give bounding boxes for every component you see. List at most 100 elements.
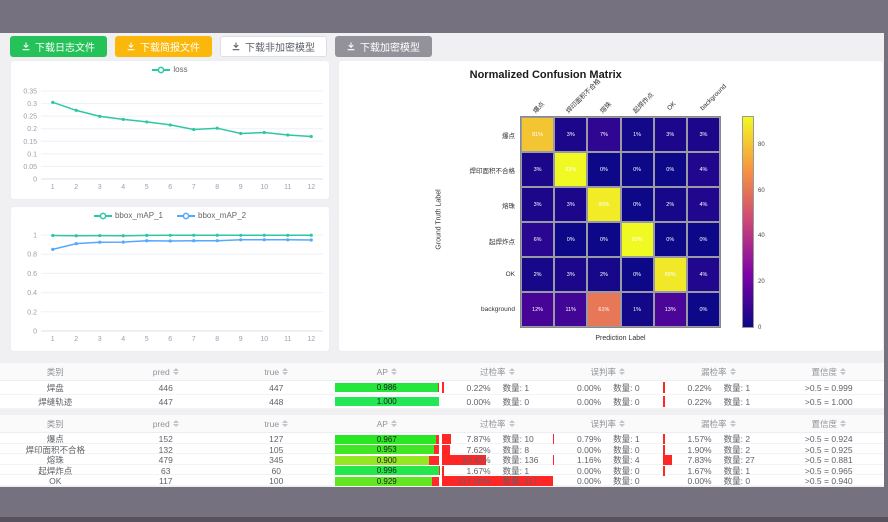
sort-caret-icon[interactable] bbox=[172, 368, 179, 375]
matrix-cell: 11% bbox=[554, 292, 588, 327]
download-plain-model-button[interactable]: 下载非加密模型 bbox=[220, 36, 327, 57]
sort-caret-icon[interactable] bbox=[508, 420, 515, 427]
rate-count: 数量: 2 bbox=[723, 444, 751, 455]
sort-caret-icon[interactable] bbox=[619, 420, 625, 427]
pred-cell: 479 bbox=[158, 455, 173, 466]
rate-bar bbox=[663, 444, 666, 455]
ap-cell: 0.967 bbox=[332, 434, 443, 444]
miss-rate-cell: 1.67% 数量: 1 bbox=[663, 465, 774, 477]
download-report-button[interactable]: 下载简报文件 bbox=[115, 36, 212, 57]
matrix-cell: 3% bbox=[653, 117, 687, 152]
sort-caret-icon[interactable] bbox=[508, 368, 515, 375]
rate-count: 数量: 27 bbox=[723, 455, 755, 466]
sort-caret-icon[interactable] bbox=[619, 368, 625, 375]
column-header-class: 类别 bbox=[0, 363, 111, 380]
class-label-cell: 焊缝轨迹 bbox=[38, 396, 73, 407]
legend-item[interactable]: bbox_mAP_1 bbox=[93, 211, 163, 220]
legend-item[interactable]: bbox_mAP_2 bbox=[177, 211, 246, 220]
rate-count: 数量: 1 bbox=[723, 465, 751, 476]
confusion-matrix-card: Normalized Confusion Matrix Ground Truth… bbox=[338, 60, 884, 352]
rate-percent: 1.57% bbox=[687, 434, 712, 444]
loss-chart-legend: loss bbox=[11, 65, 329, 74]
matrix-cell: 13% bbox=[653, 292, 687, 327]
matrix-cell: 4% bbox=[686, 187, 720, 222]
svg-text:6: 6 bbox=[168, 184, 172, 191]
confidence-cell: >0.5 = 1.000 bbox=[804, 396, 853, 407]
pred-cell: 132 bbox=[158, 444, 173, 455]
svg-text:0.4: 0.4 bbox=[27, 290, 37, 297]
rate-bar bbox=[552, 455, 554, 466]
confidence-cell: >0.5 = 0.924 bbox=[804, 434, 853, 444]
rate-bar bbox=[442, 434, 451, 444]
matrix-cell: 1% bbox=[620, 292, 654, 327]
column-header-true[interactable]: true bbox=[221, 415, 332, 432]
ap-bar-green bbox=[334, 476, 432, 486]
class-label-cell: 焊印面积不合格 bbox=[25, 444, 85, 455]
matrix-cell: 0% bbox=[686, 292, 720, 327]
misjudge-rate-cell: 0.00% 数量: 0 bbox=[553, 475, 664, 487]
column-header-误判率[interactable]: 误判率 bbox=[553, 415, 664, 432]
download-encrypted-model-button[interactable]: 下载加密模型 bbox=[335, 36, 432, 57]
matrix-cell: 2% bbox=[587, 257, 621, 292]
sort-caret-icon[interactable] bbox=[390, 420, 397, 427]
bottom-band bbox=[0, 487, 888, 522]
sort-caret-icon[interactable] bbox=[729, 368, 736, 375]
colorbar-tick: 80 bbox=[758, 142, 765, 149]
matrix-cell: 0% bbox=[686, 222, 720, 257]
miss-rate-cell: 0.22% 数量: 1 bbox=[663, 381, 774, 394]
matrix-cell: 3% bbox=[554, 187, 588, 222]
sort-caret-icon[interactable] bbox=[172, 420, 179, 427]
rate-count: 数量: 0 bbox=[613, 382, 640, 393]
column-header-pred[interactable]: pred bbox=[111, 363, 222, 380]
confidence-cell: >0.5 = 0.999 bbox=[804, 382, 853, 393]
sort-caret-icon[interactable] bbox=[840, 420, 846, 427]
svg-text:2: 2 bbox=[74, 336, 78, 343]
matrix-cell: 3% bbox=[521, 152, 555, 187]
column-header-过检率[interactable]: 过检率 bbox=[442, 415, 553, 432]
matrix-cell: 0% bbox=[653, 152, 687, 187]
matrix-cell: 3% bbox=[554, 257, 588, 292]
map-chart: 00.20.40.60.811 2 3 4 5 6 7 8 9 10 11 12 bbox=[27, 233, 323, 343]
column-header-label: 过检率 bbox=[479, 366, 506, 377]
column-header-true[interactable]: true bbox=[221, 363, 332, 380]
download-log-button[interactable]: 下载日志文件 bbox=[10, 36, 107, 57]
legend-item[interactable]: loss bbox=[152, 65, 188, 74]
ap-bar-red bbox=[431, 476, 439, 486]
column-header-误判率[interactable]: 误判率 bbox=[553, 363, 664, 380]
svg-text:9: 9 bbox=[239, 184, 243, 191]
matrix-cell: 1% bbox=[620, 117, 654, 152]
sort-caret-icon[interactable] bbox=[282, 368, 289, 375]
matrix-column-label: 爆点 bbox=[531, 100, 546, 115]
column-header-置信度[interactable]: 置信度 bbox=[774, 415, 885, 432]
rate-percent: 0.00% bbox=[577, 476, 602, 487]
column-header-AP[interactable]: AP bbox=[332, 363, 443, 380]
column-header-漏检率[interactable]: 漏检率 bbox=[663, 363, 774, 380]
rate-bar bbox=[663, 465, 665, 476]
svg-text:1: 1 bbox=[51, 336, 55, 343]
rate-bar bbox=[442, 444, 451, 455]
ap-bar-red bbox=[437, 383, 439, 392]
column-header-pred[interactable]: pred bbox=[111, 415, 222, 432]
column-header-AP[interactable]: AP bbox=[332, 415, 443, 432]
table-row: 焊盘 446 447 0.986 0.22% 数量: 1 0.00% 数量: 0 0.22% 数量… bbox=[0, 381, 884, 395]
column-header-置信度[interactable]: 置信度 bbox=[774, 363, 885, 380]
matrix-cell: 0% bbox=[554, 222, 588, 257]
misjudge-rate-cell: 0.00% 数量: 0 bbox=[553, 465, 664, 477]
defect-metrics-table: 类别 pred true AP 过检率 误判率 漏检率 置信度 爆点 152 127 0.967 7.8… bbox=[0, 415, 885, 487]
column-header-漏检率[interactable]: 漏检率 bbox=[663, 415, 774, 432]
rate-count: 数量: 1 bbox=[723, 382, 751, 393]
sort-caret-icon[interactable] bbox=[729, 420, 736, 427]
matrix-cell: 93% bbox=[620, 222, 654, 257]
colorbar-tick: 60 bbox=[758, 187, 765, 194]
svg-text:7: 7 bbox=[192, 184, 196, 191]
rate-bar bbox=[663, 396, 665, 407]
sort-caret-icon[interactable] bbox=[282, 420, 289, 427]
ap-value: 0.986 bbox=[376, 383, 397, 392]
legend-label: bbox_mAP_2 bbox=[198, 211, 247, 220]
column-header-label: 类别 bbox=[46, 418, 64, 429]
sort-caret-icon[interactable] bbox=[390, 368, 397, 375]
column-header-过检率[interactable]: 过检率 bbox=[442, 363, 553, 380]
sort-caret-icon[interactable] bbox=[840, 368, 846, 375]
rate-percent: 0.00% bbox=[577, 382, 602, 393]
rate-percent: 0.00% bbox=[577, 396, 602, 407]
